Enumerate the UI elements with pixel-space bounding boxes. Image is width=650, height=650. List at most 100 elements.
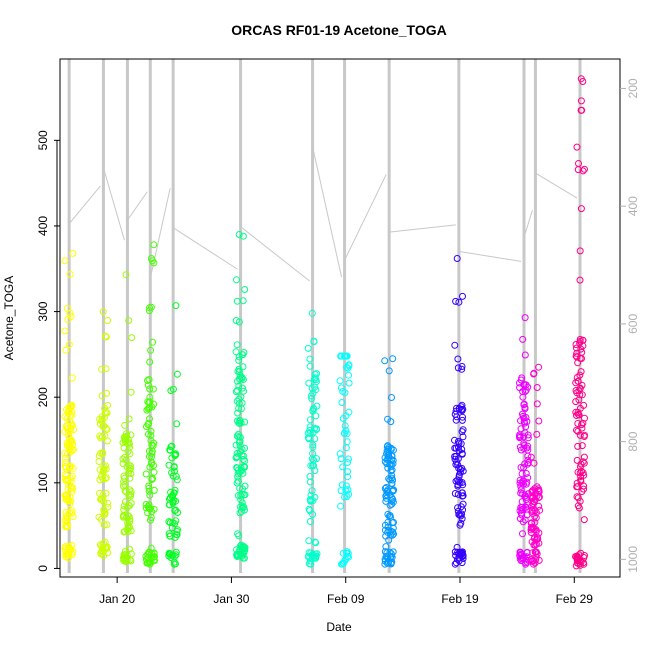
data-point bbox=[533, 550, 541, 558]
data-point bbox=[580, 482, 588, 490]
data-point bbox=[308, 487, 316, 495]
data-point bbox=[125, 415, 133, 423]
data-point bbox=[120, 528, 128, 536]
data-point bbox=[95, 458, 103, 465]
data-point bbox=[120, 433, 128, 441]
data-point bbox=[312, 386, 320, 394]
data-point bbox=[533, 483, 541, 491]
data-point bbox=[121, 551, 129, 559]
data-point bbox=[574, 410, 582, 418]
data-point bbox=[305, 537, 313, 545]
data-point bbox=[454, 482, 462, 490]
data-point bbox=[342, 444, 350, 452]
data-point bbox=[68, 472, 76, 480]
data-point bbox=[142, 504, 150, 512]
x-tick-label: Jan 30 bbox=[213, 592, 249, 606]
data-point bbox=[524, 434, 532, 442]
data-point bbox=[580, 401, 588, 409]
y-tick-label: 0 bbox=[36, 565, 50, 572]
data-point bbox=[172, 560, 179, 568]
data-point bbox=[99, 475, 107, 483]
data-point bbox=[383, 491, 391, 499]
data-point bbox=[61, 428, 69, 436]
data-point bbox=[573, 143, 581, 151]
data-point bbox=[150, 241, 158, 249]
data-point bbox=[102, 365, 110, 373]
data-point bbox=[236, 371, 244, 379]
data-point bbox=[535, 486, 543, 494]
y-tick-label: 200 bbox=[36, 387, 50, 407]
data-point bbox=[389, 498, 397, 506]
y-tick-label: 100 bbox=[36, 472, 50, 492]
data-point bbox=[145, 376, 153, 383]
data-point bbox=[102, 424, 110, 432]
data-point bbox=[580, 433, 588, 440]
data-point bbox=[142, 470, 150, 478]
data-point bbox=[126, 450, 134, 458]
data-point bbox=[573, 344, 580, 352]
data-point bbox=[384, 528, 392, 536]
data-point bbox=[103, 426, 111, 433]
data-point bbox=[342, 482, 350, 490]
data-point bbox=[166, 495, 173, 503]
data-point bbox=[309, 441, 317, 449]
data-point bbox=[523, 548, 531, 556]
data-point bbox=[345, 408, 353, 416]
data-point bbox=[532, 526, 540, 534]
data-point bbox=[102, 474, 110, 482]
data-point bbox=[171, 507, 179, 515]
data-point bbox=[237, 542, 244, 550]
altitude-transit bbox=[344, 174, 387, 261]
data-point bbox=[306, 478, 314, 486]
data-point bbox=[573, 349, 581, 357]
data-point bbox=[522, 414, 530, 421]
data-point bbox=[452, 461, 460, 468]
data-point bbox=[61, 413, 69, 421]
x-tick-label: Feb 19 bbox=[441, 592, 479, 606]
data-point bbox=[172, 472, 180, 480]
data-point bbox=[521, 460, 529, 468]
data-point bbox=[575, 160, 582, 167]
data-point bbox=[125, 317, 133, 324]
data-point bbox=[127, 465, 134, 473]
altitude-profile bbox=[387, 59, 391, 573]
data-point bbox=[576, 463, 584, 471]
data-point bbox=[237, 503, 244, 511]
data-point bbox=[233, 464, 241, 472]
data-point bbox=[578, 442, 586, 450]
data-point bbox=[233, 432, 241, 440]
data-point bbox=[381, 357, 389, 365]
data-point bbox=[520, 444, 528, 452]
data-point bbox=[535, 502, 543, 510]
data-point bbox=[237, 492, 245, 500]
data-point bbox=[98, 392, 106, 400]
data-point bbox=[124, 522, 132, 530]
data-point bbox=[458, 363, 466, 370]
data-point bbox=[309, 450, 317, 457]
data-point bbox=[66, 462, 74, 470]
data-point bbox=[343, 363, 351, 371]
data-point bbox=[150, 505, 158, 513]
data-point bbox=[104, 499, 112, 507]
data-point bbox=[458, 450, 466, 457]
data-point bbox=[517, 425, 525, 433]
data-point bbox=[455, 473, 463, 481]
altitude-transit bbox=[102, 167, 125, 241]
data-point bbox=[310, 404, 318, 412]
altitude-profile bbox=[522, 59, 526, 573]
data-point bbox=[150, 439, 158, 447]
data-point bbox=[384, 415, 392, 423]
data-point bbox=[122, 488, 130, 496]
data-point bbox=[387, 467, 395, 475]
data-point bbox=[238, 445, 246, 453]
data-point bbox=[146, 463, 154, 471]
data-point bbox=[520, 433, 528, 441]
data-point bbox=[237, 419, 245, 427]
data-point bbox=[239, 363, 247, 371]
data-point bbox=[528, 508, 536, 515]
data-point bbox=[104, 503, 112, 511]
data-point bbox=[121, 487, 129, 495]
data-point bbox=[235, 400, 243, 407]
data-point bbox=[390, 518, 397, 526]
data-point bbox=[149, 442, 157, 450]
